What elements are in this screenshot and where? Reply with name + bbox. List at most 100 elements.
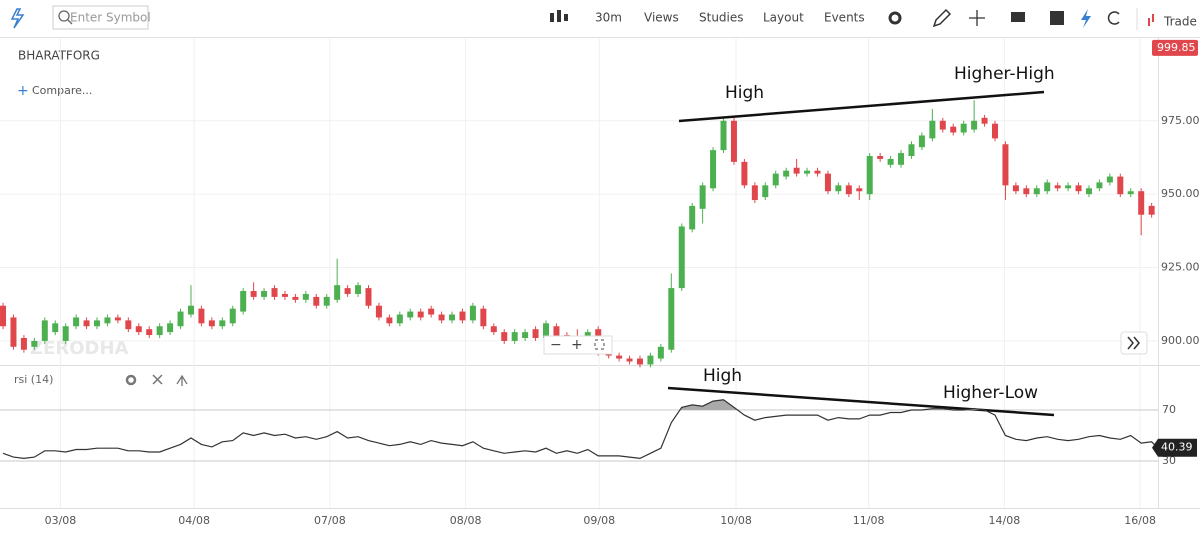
candle-body bbox=[856, 188, 863, 192]
candle-body bbox=[480, 308, 487, 327]
rsi-move[interactable] bbox=[176, 374, 188, 386]
candle-body bbox=[20, 337, 27, 350]
x-tick-label: 16/08 bbox=[1124, 514, 1156, 527]
candle-body bbox=[814, 170, 821, 174]
menu-events[interactable]: Events bbox=[824, 11, 865, 25]
trade-icon[interactable] bbox=[1148, 14, 1154, 26]
fullscreen[interactable] bbox=[594, 339, 605, 350]
candle-body bbox=[459, 311, 466, 321]
candle-body bbox=[302, 293, 309, 300]
candle-body bbox=[626, 358, 633, 362]
search-box[interactable] bbox=[52, 5, 149, 30]
candle-body bbox=[532, 329, 539, 338]
candle-body bbox=[261, 291, 268, 297]
candle-body bbox=[1148, 205, 1155, 215]
annotation: High bbox=[725, 83, 764, 103]
candle-body bbox=[887, 158, 894, 165]
scroll-button[interactable] bbox=[1120, 331, 1148, 355]
candle-body bbox=[1002, 144, 1009, 186]
x-tick-label: 03/08 bbox=[45, 514, 77, 527]
candle-body bbox=[83, 320, 90, 327]
rsi-tag bbox=[1152, 438, 1197, 457]
y-tick-label: 925.00 bbox=[1161, 261, 1200, 274]
candle-body bbox=[1127, 191, 1134, 195]
candle-body bbox=[772, 173, 779, 186]
zoom-in[interactable]: + bbox=[571, 337, 583, 353]
interval-button[interactable]: 30m bbox=[595, 11, 622, 25]
candle-body bbox=[313, 296, 320, 306]
rsi-remove[interactable] bbox=[152, 374, 163, 385]
menu-studies[interactable]: Studies bbox=[699, 11, 744, 25]
candle-body bbox=[835, 185, 842, 192]
candle-body bbox=[146, 329, 153, 336]
candle-body bbox=[710, 150, 717, 189]
overbought-fill bbox=[679, 399, 985, 410]
candle-body bbox=[396, 314, 403, 324]
settings-icon[interactable] bbox=[888, 11, 902, 25]
candle-body bbox=[490, 326, 497, 333]
menu-views[interactable]: Views bbox=[644, 11, 679, 25]
candle-body bbox=[438, 314, 445, 321]
compare-button[interactable]: Compare... bbox=[32, 84, 92, 97]
annotation: High bbox=[703, 366, 742, 386]
crosshair-icon[interactable] bbox=[969, 10, 985, 26]
candle-body bbox=[845, 185, 852, 195]
candle-body bbox=[156, 326, 163, 336]
comment-icon[interactable] bbox=[1011, 12, 1025, 22]
search-icon bbox=[67, 19, 73, 25]
candle-body bbox=[908, 144, 915, 157]
candle-body bbox=[428, 308, 435, 315]
candle-body bbox=[271, 288, 278, 297]
candle-body bbox=[793, 167, 800, 174]
candle-icon[interactable] bbox=[550, 10, 568, 22]
trade-button[interactable]: Trade bbox=[1163, 15, 1197, 29]
candle-body bbox=[198, 308, 205, 324]
rsi-settings[interactable] bbox=[125, 374, 137, 386]
layout-icon[interactable] bbox=[1050, 11, 1064, 25]
candle-body bbox=[1044, 182, 1051, 192]
candle-body bbox=[730, 120, 737, 162]
candle-body bbox=[741, 161, 748, 186]
flash-icon[interactable] bbox=[1081, 9, 1091, 28]
candle-body bbox=[114, 317, 121, 321]
trend-line bbox=[678, 90, 1045, 123]
candle-body bbox=[553, 326, 560, 338]
search-placeholder: Enter Symbol bbox=[70, 11, 151, 25]
candle-body bbox=[41, 320, 48, 341]
rsi-line bbox=[2, 399, 1163, 460]
candle-body bbox=[616, 355, 623, 359]
watermark: ZERODHA bbox=[30, 338, 129, 359]
candle-body bbox=[1096, 182, 1103, 189]
candle-body bbox=[1075, 185, 1082, 192]
candle-body bbox=[981, 117, 988, 124]
menu-layout[interactable]: Layout bbox=[763, 11, 804, 25]
candle-body bbox=[992, 123, 999, 139]
x-tick-label: 09/08 bbox=[583, 514, 615, 527]
candle-body bbox=[62, 326, 69, 341]
candle-body bbox=[866, 156, 873, 195]
x-tick-label: 08/08 bbox=[450, 514, 482, 527]
candle-body bbox=[668, 288, 675, 350]
candle-body bbox=[877, 156, 884, 159]
price-tag-label: 999.85 bbox=[1157, 41, 1196, 54]
candle-body bbox=[229, 308, 236, 324]
candle-body bbox=[824, 173, 831, 192]
y-tick-label: 975.00 bbox=[1161, 114, 1200, 127]
candle-body bbox=[31, 340, 38, 347]
candle-body bbox=[522, 332, 529, 338]
draw-icon[interactable] bbox=[932, 8, 952, 28]
refresh-icon[interactable] bbox=[1107, 11, 1120, 25]
candle-body bbox=[950, 126, 957, 133]
candle-body bbox=[783, 170, 790, 177]
candle-body bbox=[208, 320, 215, 327]
zoom-out[interactable]: − bbox=[550, 337, 562, 353]
candle-body bbox=[1106, 176, 1113, 183]
candle-body bbox=[125, 320, 132, 330]
candle-body bbox=[699, 185, 706, 209]
candle-body bbox=[1065, 185, 1072, 189]
candle-body bbox=[219, 320, 226, 327]
rsi-tag-label: 40.39 bbox=[1161, 441, 1193, 454]
compare-plus[interactable]: + bbox=[17, 83, 29, 99]
candle-body bbox=[281, 293, 288, 297]
x-tick-label: 14/08 bbox=[989, 514, 1021, 527]
